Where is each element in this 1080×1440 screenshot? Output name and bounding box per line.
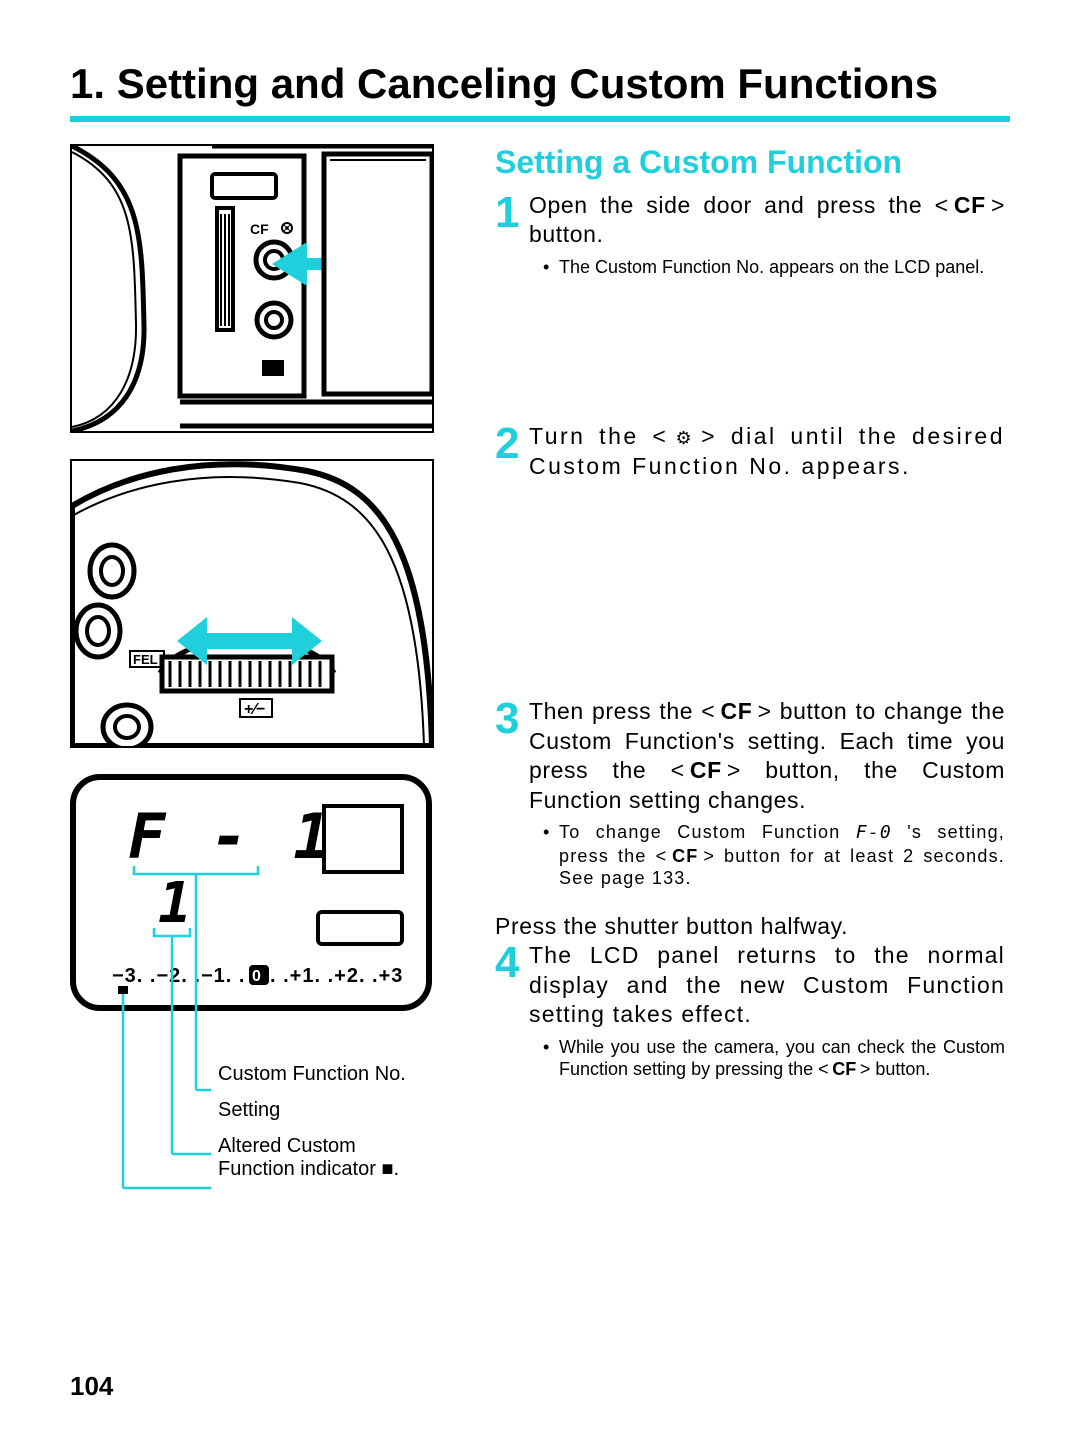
content-two-column: CF <box>70 144 1010 1191</box>
step-number: 3 <box>495 697 521 815</box>
page-number: 104 <box>70 1371 113 1402</box>
callout-altered: Altered Custom Function indicator ■. <box>218 1135 438 1181</box>
section-subtitle: Setting a Custom Function <box>495 144 1005 181</box>
spacer <box>495 487 1005 697</box>
step-3-text: Then press the < CF > button to change t… <box>529 697 1005 815</box>
step-1-note: •The Custom Function No. appears on the … <box>543 256 1005 279</box>
spacer <box>495 292 1005 422</box>
figure-lcd-wrapper: F - 1 1 −3. .−2. .−1. . 0 . .+1. .+2. .+… <box>70 774 465 1181</box>
step-2: 2 Turn the < ⚙ > dial until the desired … <box>495 422 1005 481</box>
step-3-note: • To change Custom Function F-0 's setti… <box>543 821 1005 890</box>
cf-label: CF <box>250 221 269 237</box>
step-4-note: • While you use the camera, you can chec… <box>543 1036 1005 1081</box>
step-3: 3 Then press the < CF > button to change… <box>495 697 1005 815</box>
step-1: 1 Open the side door and press the < CF … <box>495 191 1005 250</box>
lcd-callouts: Custom Function No. Setting Altered Cust… <box>70 1011 465 1181</box>
step-4: 4 The LCD panel returns to the normal di… <box>495 941 1005 1029</box>
svg-text:FEL: FEL <box>133 652 158 667</box>
step-4-pre: Press the shutter button halfway. <box>495 912 1005 942</box>
step-1-text: Open the side door and press the < CF > … <box>529 191 1005 250</box>
page-title: 1. Setting and Canceling Custom Function… <box>70 60 1010 108</box>
figures-column: CF <box>70 144 465 1191</box>
side-door-illustration: CF <box>72 146 432 431</box>
page: 1. Setting and Canceling Custom Function… <box>0 0 1080 1440</box>
dial-illustration: FEL <box>72 461 432 746</box>
svg-text:+⁄−: +⁄− <box>244 701 265 718</box>
spacer <box>495 904 1005 912</box>
lcd-panel: F - 1 1 −3. .−2. .−1. . 0 . .+1. .+2. .+… <box>70 774 432 1011</box>
figure-dial: FEL <box>70 459 434 748</box>
instructions-column: Setting a Custom Function 1 Open the sid… <box>495 144 1005 1191</box>
step-number: 4 <box>495 941 521 1029</box>
step-number: 2 <box>495 422 521 481</box>
step-4-text: The LCD panel returns to the normal disp… <box>529 941 1005 1029</box>
callout-setting: Setting <box>218 1099 465 1125</box>
step-number: 1 <box>495 191 521 250</box>
cyan-underline-bar <box>70 116 1010 122</box>
callout-cf-no: Custom Function No. <box>218 1063 418 1089</box>
step-2-text: Turn the < ⚙ > dial until the desired Cu… <box>529 422 1005 481</box>
dial-icon: ⚙ <box>675 428 694 448</box>
figure-side-door: CF <box>70 144 434 433</box>
